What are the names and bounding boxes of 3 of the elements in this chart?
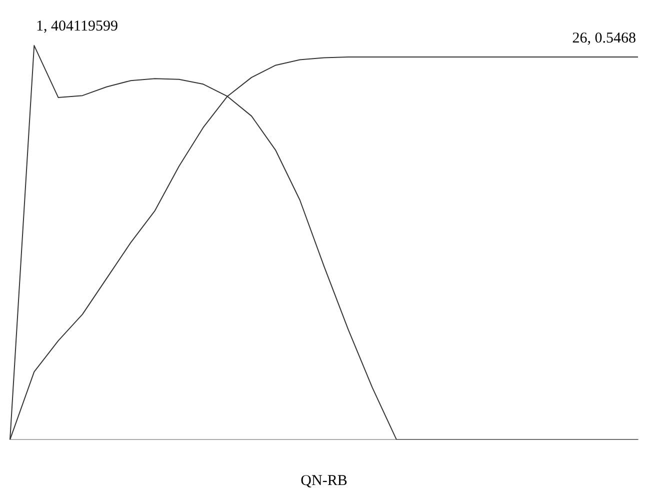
x-axis-title: QN-RB (300, 472, 348, 489)
text: 1, 404119599 (36, 18, 118, 34)
annotation: 26, 0.5468 (572, 30, 636, 46)
